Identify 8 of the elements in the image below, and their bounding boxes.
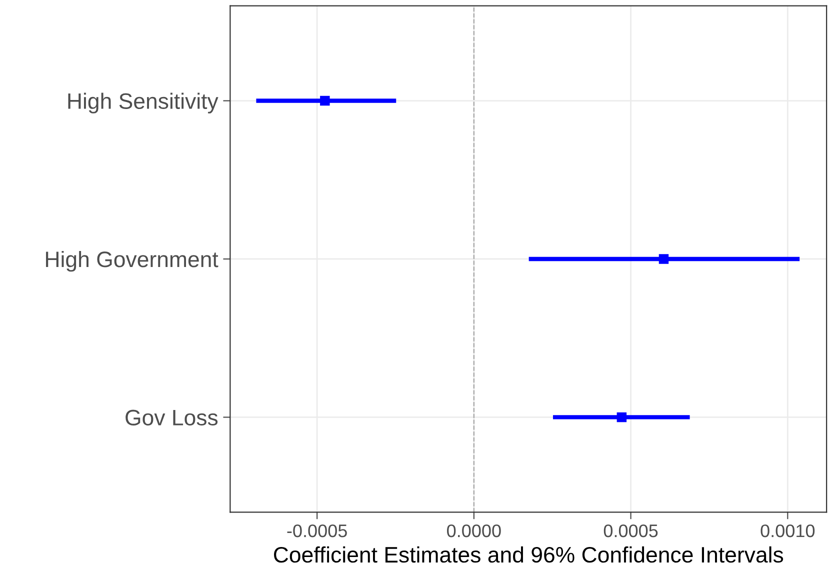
- x-axis-title: Coefficient Estimates and 96% Confidence Intervals: [274, 546, 784, 563]
- x-tick-label: 0.0005: [604, 524, 658, 538]
- y-tick-label: Gov Loss: [126, 410, 218, 426]
- x-tick-label: 0.0010: [760, 524, 815, 538]
- y-tick-label: High Sensitivity: [68, 92, 218, 114]
- x-tick-label: -0.0005: [287, 524, 347, 538]
- x-tick-label: 0.0000: [447, 524, 501, 538]
- y-tick-label: High Government: [46, 250, 218, 272]
